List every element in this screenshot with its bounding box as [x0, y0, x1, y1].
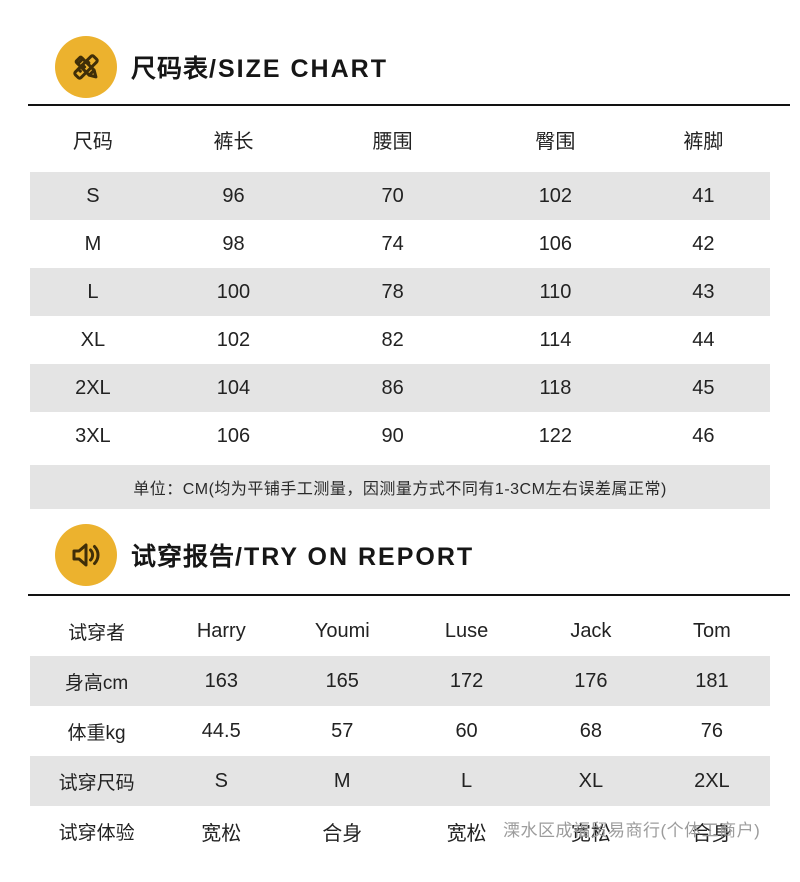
size-chart-header-row: 尺码 裤长 腰围 臀围 裤脚	[30, 106, 770, 172]
fit-feedback: 宽松	[446, 822, 487, 845]
cell-size: M	[84, 232, 102, 255]
cell-leg: 45	[692, 376, 715, 399]
cell-hip: 106	[538, 232, 573, 255]
weight-value: 60	[455, 719, 478, 742]
try-on-table: 试穿者 Harry Youmi Luse Jack Tom 身高cm 163 1…	[30, 606, 770, 856]
col-header-hip: 臀围	[535, 130, 576, 153]
cell-leg: 42	[692, 232, 715, 255]
row-label-experience: 试穿体验	[58, 822, 135, 844]
weight-value: 76	[700, 719, 724, 742]
tried-size: 2XL	[694, 769, 730, 792]
cell-hip: 118	[539, 376, 572, 399]
try-on-icon-badge	[55, 524, 117, 586]
try-on-divider	[28, 594, 790, 596]
height-value: 163	[204, 669, 238, 692]
height-value: 181	[695, 669, 729, 692]
size-row-2xl: 2XL 104 86 118 45	[30, 364, 770, 412]
size-row-xl: XL 102 82 114 44	[30, 316, 770, 364]
speaker-icon	[66, 535, 106, 575]
col-header-waist: 腰围	[372, 130, 413, 153]
cell-length: 100	[216, 280, 251, 303]
try-on-title-en: /TRY ON REPORT	[235, 543, 475, 571]
row-label-size: 试穿尺码	[58, 772, 135, 794]
cell-hip: 102	[538, 184, 573, 207]
size-chart-title: 尺码表/SIZE CHART	[131, 49, 388, 85]
fit-feedback: 合身	[691, 822, 732, 845]
col-header-size: 尺码	[72, 130, 113, 153]
cell-size: 3XL	[75, 424, 111, 447]
tester-name: Youmi	[314, 619, 370, 642]
size-chart-table: 尺码 裤长 腰围 臀围 裤脚 S 96 70 102 41 M 98 74 10…	[30, 106, 770, 460]
row-label-tester: 试穿者	[68, 622, 126, 644]
cell-size: L	[87, 280, 99, 303]
try-on-title-cn: 试穿报告	[131, 543, 236, 571]
fit-feedback: 宽松	[570, 822, 611, 845]
size-chart-title-cn: 尺码表	[131, 55, 210, 83]
try-on-row-weight: 体重kg 44.5 57 60 68 76	[30, 706, 770, 756]
try-on-row-size: 试穿尺码 S M L XL 2XL	[30, 756, 770, 806]
cell-length: 96	[222, 184, 245, 207]
row-label-weight: 体重kg	[67, 722, 126, 744]
cell-waist: 90	[381, 424, 404, 447]
fit-feedback: 宽松	[201, 822, 242, 845]
seller-watermark: 溧水区成福贸易商行(个体工商户)	[503, 821, 761, 840]
weight-value: 44.5	[201, 719, 241, 742]
size-chart-title-en: /SIZE CHART	[209, 55, 388, 83]
weight-value: 57	[331, 719, 354, 742]
try-on-row-height: 身高cm 163 165 172 176 181	[30, 656, 770, 706]
size-row-3xl: 3XL 106 90 122 46	[30, 412, 770, 460]
try-on-row-experience: 试穿体验 宽松 合身 宽松 宽松 合身	[30, 806, 770, 856]
tester-name: Harry	[196, 619, 246, 642]
cell-size: 2XL	[75, 376, 111, 399]
size-row-l: L 100 78 110 43	[30, 268, 770, 316]
cell-waist: 70	[381, 184, 404, 207]
cell-length: 104	[216, 376, 251, 399]
try-on-report-title: 试穿报告/TRY ON REPORT	[131, 537, 474, 573]
height-value: 172	[449, 669, 484, 692]
cell-size: S	[86, 184, 100, 207]
cell-hip: 110	[539, 280, 572, 303]
cell-hip: 122	[538, 424, 573, 447]
cell-length: 106	[216, 424, 251, 447]
size-row-s: S 96 70 102 41	[30, 172, 770, 220]
cell-leg: 41	[692, 184, 715, 207]
cell-waist: 82	[381, 328, 404, 351]
height-value: 176	[574, 669, 608, 692]
cell-leg: 46	[692, 424, 715, 447]
try-on-row-testers: 试穿者 Harry Youmi Luse Jack Tom	[30, 606, 770, 656]
measurement-unit-note: 单位：CM(均为平铺手工测量，因测量方式不同有1-3CM左右误差属正常)	[30, 465, 770, 509]
tried-size: L	[461, 769, 473, 792]
size-chart-header: 尺码表/SIZE CHART	[55, 36, 800, 98]
tried-size: S	[214, 769, 228, 792]
cell-leg: 43	[692, 280, 715, 303]
size-row-m: M 98 74 106 42	[30, 220, 770, 268]
size-chart-divider	[28, 104, 790, 106]
cell-size: XL	[80, 328, 106, 351]
tried-size: XL	[578, 769, 604, 792]
cell-hip: 114	[539, 328, 572, 351]
tester-name: Tom	[692, 619, 731, 642]
weight-value: 68	[579, 719, 602, 742]
pencil-ruler-icon	[66, 47, 106, 87]
cell-length: 98	[222, 232, 245, 255]
cell-waist: 86	[381, 376, 404, 399]
size-chart-icon-badge	[55, 36, 117, 98]
height-value: 165	[325, 669, 359, 692]
col-header-pants-length: 裤长	[213, 130, 254, 153]
tester-name: Jack	[570, 619, 612, 642]
cell-length: 102	[216, 328, 251, 351]
fit-feedback: 合身	[322, 822, 363, 845]
cell-waist: 74	[381, 232, 404, 255]
cell-waist: 78	[381, 280, 404, 303]
tried-size: M	[333, 769, 351, 792]
row-label-height: 身高cm	[64, 672, 129, 694]
tester-name: Luse	[444, 619, 489, 642]
cell-leg: 44	[692, 328, 715, 351]
try-on-report-header: 试穿报告/TRY ON REPORT	[55, 524, 800, 586]
col-header-leg-opening: 裤脚	[683, 130, 724, 153]
